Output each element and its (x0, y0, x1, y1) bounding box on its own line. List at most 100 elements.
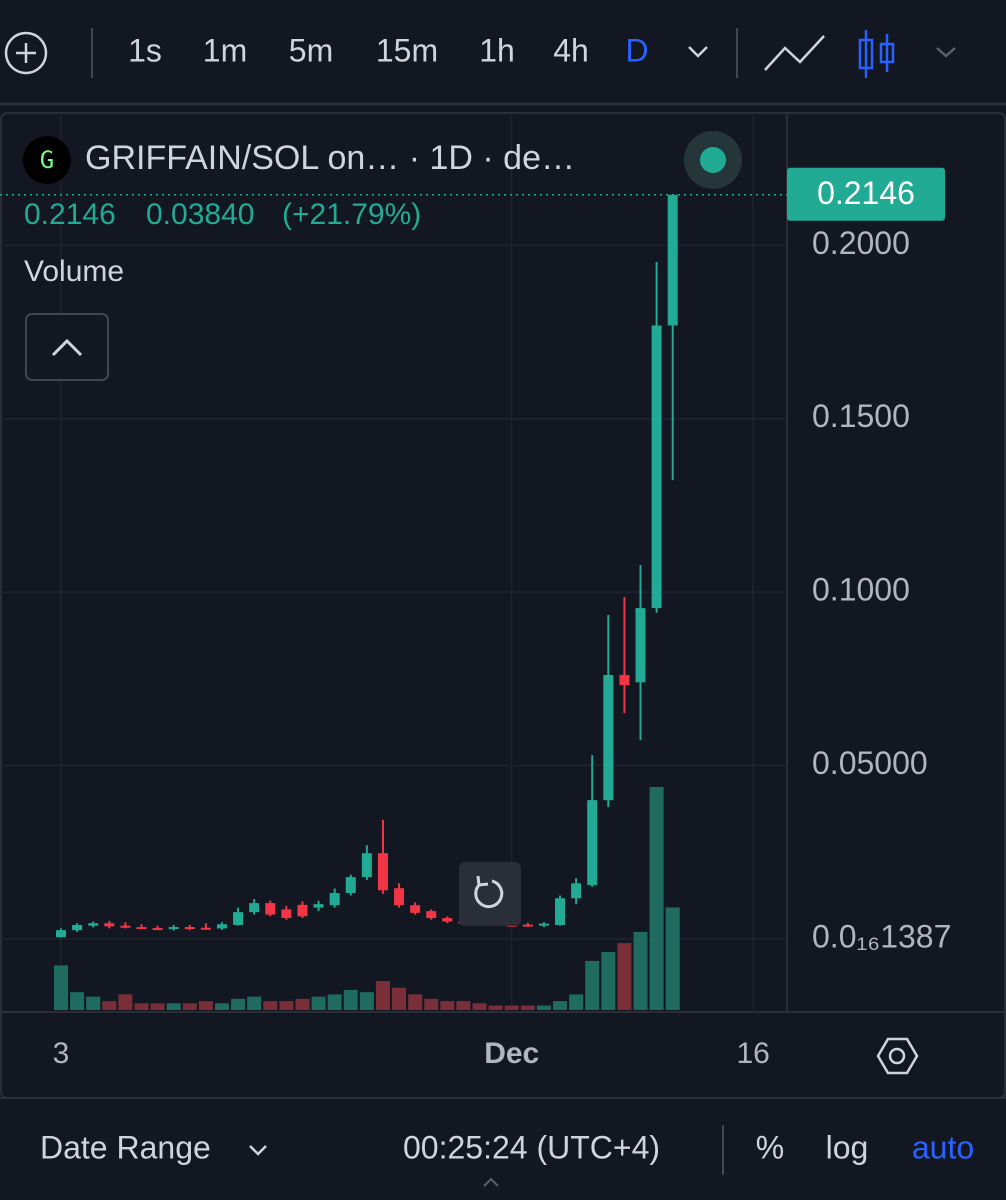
style-dropdown[interactable] (936, 47, 956, 58)
symbol-icon-letter: G (40, 146, 54, 174)
volume-bar (134, 1003, 149, 1010)
interval[interactable]: 1m (203, 32, 247, 68)
candle-body (426, 911, 437, 919)
volume-bar (86, 996, 101, 1010)
legend-close: 0.2146 (24, 198, 116, 231)
candle-body (377, 853, 388, 891)
volume-bar (585, 960, 600, 1010)
candle-style-button[interactable] (858, 30, 895, 78)
add-button[interactable] (4, 31, 48, 75)
interval-dropdown[interactable] (688, 46, 708, 58)
x-tick-label: 3 (53, 1037, 70, 1070)
volume-bar (343, 989, 358, 1010)
date-range-dropdown[interactable] (249, 1145, 267, 1156)
volume-bar (295, 998, 310, 1010)
y-tick-label: 0.1000 (812, 572, 910, 608)
last-price-tag (787, 167, 945, 221)
x-tick-label: Dec (484, 1037, 539, 1070)
candle-body (555, 898, 566, 925)
candle-body (168, 927, 179, 930)
candle-body (88, 923, 99, 926)
volume-bar (311, 996, 326, 1010)
scroll-hint (483, 1177, 499, 1187)
auto-toggle[interactable]: auto (912, 1129, 974, 1165)
volume-bar (375, 981, 390, 1010)
candle-body (394, 888, 405, 906)
volume-bar (617, 943, 632, 1010)
line-style-button[interactable] (764, 35, 825, 71)
volume-bar (424, 998, 439, 1010)
volume-bar (536, 1005, 551, 1010)
volume-label: Volume (24, 255, 124, 288)
toolbar (0, 0, 1006, 103)
volume-bar (166, 1003, 181, 1010)
last-price-label: 0.2146 (817, 175, 915, 211)
candle-body (619, 674, 630, 686)
date-range[interactable]: Date Range (40, 1129, 211, 1165)
candle-body (651, 325, 662, 609)
volume-bar (472, 1003, 487, 1010)
candle-body (249, 903, 260, 913)
candle-body (522, 924, 533, 927)
volume-bar (231, 998, 246, 1010)
volume-bar (327, 994, 342, 1010)
legend-change: 0.03840 (146, 198, 254, 231)
candle-body (281, 909, 292, 919)
volume-bar (665, 907, 680, 1010)
candle-body (216, 924, 227, 929)
candle-body (442, 918, 453, 922)
volume-bar (601, 952, 616, 1010)
volume-bar (118, 994, 133, 1010)
collapse-button[interactable] (25, 313, 109, 381)
volume-bar (392, 987, 407, 1010)
symbol-icon (23, 136, 71, 184)
y-tick-label: 0.0₁₆1387 (812, 918, 951, 954)
settings-button[interactable] (876, 1037, 919, 1075)
interval[interactable]: 4h (553, 32, 589, 68)
candle-body (152, 928, 163, 931)
volume-bar (263, 1001, 278, 1010)
volume-bar (102, 1001, 117, 1010)
candle-body (410, 905, 421, 913)
volume-bar (198, 1001, 213, 1010)
legend-change-pct: (+21.79%) (282, 198, 421, 231)
interval[interactable]: 5m (289, 32, 333, 68)
volume-bar (520, 1005, 535, 1010)
candle-body (297, 904, 308, 917)
interval[interactable]: 1h (479, 32, 515, 68)
volume-bar (553, 1001, 568, 1010)
candle-body (72, 924, 83, 931)
interval[interactable]: 15m (376, 32, 438, 68)
candle-body (233, 912, 244, 925)
volume-bar (182, 1003, 197, 1010)
candle-body (120, 925, 131, 928)
volume-bar (633, 931, 648, 1010)
volume-bar (70, 992, 85, 1010)
candle-body (587, 800, 598, 886)
status-dot (700, 147, 726, 173)
log-toggle[interactable]: log (826, 1129, 869, 1165)
candle-body (361, 853, 372, 878)
interval[interactable]: 1s (128, 32, 162, 68)
clock[interactable]: 00:25:24 (UTC+4) (403, 1129, 660, 1165)
interval-active[interactable]: D (625, 32, 648, 68)
candle-body (538, 923, 549, 926)
symbol-title[interactable]: GRIFFAIN/SOL on… · 1D · de… (85, 139, 575, 177)
candle-body (200, 927, 211, 930)
reset-button[interactable] (459, 862, 521, 926)
volume-bar (408, 994, 423, 1010)
candle-body (56, 930, 67, 938)
y-tick-label: 0.1500 (812, 398, 910, 434)
candle-body (184, 927, 195, 930)
y-tick-label: 0.2000 (812, 225, 910, 261)
volume-bar (488, 1005, 503, 1010)
volume-bar (569, 994, 584, 1010)
candle-body (571, 883, 582, 899)
candle-body (345, 877, 356, 894)
candle-body (635, 608, 646, 683)
candle-body (104, 923, 115, 927)
candle-body (265, 903, 276, 915)
percent-toggle[interactable]: % (756, 1129, 784, 1165)
volume-bar (214, 1003, 229, 1010)
